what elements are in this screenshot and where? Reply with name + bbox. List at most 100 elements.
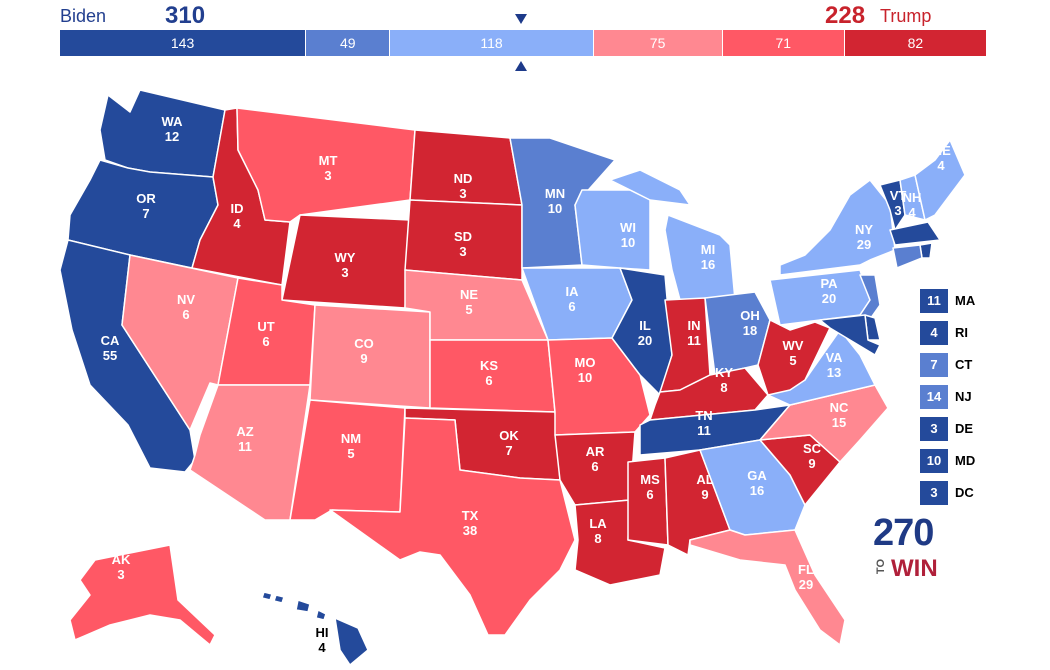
- state-votes-nd: 3: [459, 186, 466, 201]
- state-abbr-tn: TN: [695, 408, 712, 423]
- state-hi-part1[interactable]: [295, 599, 311, 613]
- trump-name: Trump: [880, 6, 932, 26]
- state-az[interactable]: [189, 384, 311, 521]
- legend-row-nj[interactable]: 14 NJ: [920, 385, 1030, 411]
- state-abbr-al: AL: [696, 472, 713, 487]
- state-abbr-mo: MO: [575, 355, 596, 370]
- state-tx[interactable]: [329, 417, 576, 636]
- state-mi-part1[interactable]: [609, 169, 691, 206]
- state-votes-or: 7: [142, 206, 149, 221]
- state-abbr-ky: KY: [715, 365, 733, 380]
- state-ak[interactable]: [69, 544, 216, 646]
- 270towin-logo: 270 TO WIN: [873, 512, 953, 582]
- state-votes-ak: 3: [117, 567, 124, 582]
- state-abbr-me: ME: [931, 143, 951, 158]
- state-abbr-tx: TX: [462, 508, 479, 523]
- state-votes-ga: 16: [750, 483, 764, 498]
- state-votes-al: 9: [701, 487, 708, 502]
- state-wi[interactable]: [574, 189, 651, 271]
- state-abbr-fl: FL: [798, 562, 814, 577]
- state-votes-wa: 12: [165, 129, 179, 144]
- state-votes-ms: 6: [646, 487, 653, 502]
- legend-votes-ri: 4: [920, 321, 948, 345]
- state-votes-tx: 38: [463, 523, 477, 538]
- state-votes-az: 11: [238, 439, 252, 454]
- bar-segment-5: 82: [844, 30, 986, 56]
- state-votes-ca: 55: [103, 348, 117, 363]
- legend-votes-dc: 3: [920, 481, 948, 505]
- state-co[interactable]: [309, 304, 431, 409]
- state-votes-hi: 4: [318, 640, 326, 655]
- legend-abbr-ri: RI: [955, 325, 968, 340]
- state-abbr-nd: ND: [454, 171, 473, 186]
- legend-row-dc[interactable]: 3 DC: [920, 481, 1030, 507]
- state-votes-id: 4: [233, 216, 241, 231]
- state-votes-ne: 5: [465, 302, 472, 317]
- state-md[interactable]: [819, 314, 881, 356]
- state-abbr-id: ID: [231, 201, 244, 216]
- state-votes-wi: 10: [621, 235, 635, 250]
- legend-row-ma[interactable]: 11 MA: [920, 289, 1030, 315]
- state-abbr-wa: WA: [162, 114, 184, 129]
- 270-marker-up-icon: [515, 61, 527, 71]
- state-votes-co: 9: [360, 351, 367, 366]
- bar-segment-1: 49: [306, 30, 391, 56]
- state-ny[interactable]: [779, 179, 896, 276]
- state-votes-vt: 3: [894, 203, 901, 218]
- bar-segment-4: 71: [722, 30, 845, 56]
- state-abbr-sc: SC: [803, 441, 822, 456]
- state-votes-ks: 6: [485, 373, 492, 388]
- legend-row-de[interactable]: 3 DE: [920, 417, 1030, 443]
- state-abbr-wy: WY: [335, 250, 356, 265]
- legend-abbr-nj: NJ: [955, 389, 972, 404]
- state-il[interactable]: [611, 267, 673, 396]
- state-abbr-wv: WV: [783, 338, 804, 353]
- state-votes-ky: 8: [720, 380, 727, 395]
- electoral-vote-bar: 143 49 118 75 71 82: [60, 30, 986, 56]
- state-votes-ny: 29: [857, 237, 871, 252]
- state-me[interactable]: [914, 139, 966, 221]
- state-votes-mo: 10: [578, 370, 592, 385]
- logo-to: TO: [875, 559, 887, 575]
- state-abbr-in: IN: [688, 318, 701, 333]
- state-fl[interactable]: [689, 529, 846, 646]
- state-abbr-ms: MS: [640, 472, 660, 487]
- state-abbr-or: OR: [136, 191, 156, 206]
- state-abbr-va: VA: [825, 350, 843, 365]
- state-abbr-pa: PA: [820, 276, 838, 291]
- state-abbr-oh: OH: [740, 308, 760, 323]
- legend-row-md[interactable]: 10 MD: [920, 449, 1030, 475]
- state-votes-nh: 4: [908, 205, 916, 220]
- state-abbr-ok: OK: [499, 428, 519, 443]
- state-abbr-mt: MT: [319, 153, 338, 168]
- state-ma[interactable]: [889, 221, 941, 246]
- state-votes-sc: 9: [808, 456, 815, 471]
- state-hi[interactable]: [334, 617, 369, 666]
- state-abbr-mi: MI: [701, 242, 715, 257]
- state-votes-nv: 6: [182, 307, 189, 322]
- legend-row-ri[interactable]: 4 RI: [920, 321, 1030, 347]
- state-votes-wy: 3: [341, 265, 348, 280]
- logo-win: WIN: [891, 555, 938, 582]
- legend-votes-ct: 7: [920, 353, 948, 377]
- state-abbr-az: AZ: [236, 424, 253, 439]
- state-abbr-ak: AK: [112, 552, 131, 567]
- state-abbr-nh: NH: [903, 190, 922, 205]
- state-votes-la: 8: [594, 531, 601, 546]
- state-abbr-ks: KS: [480, 358, 498, 373]
- state-hi-part2[interactable]: [315, 609, 327, 621]
- legend-votes-nj: 14: [920, 385, 948, 409]
- state-abbr-hi: HI: [316, 625, 329, 640]
- legend-abbr-de: DE: [955, 421, 974, 436]
- trump-electoral-total: 228: [825, 2, 866, 29]
- state-votes-il: 20: [638, 333, 652, 348]
- state-hi-part3[interactable]: [261, 591, 273, 601]
- state-vt[interactable]: [879, 179, 906, 231]
- legend-row-ct[interactable]: 7 CT: [920, 353, 1030, 379]
- state-votes-ut: 6: [262, 334, 269, 349]
- state-hi-part4[interactable]: [273, 594, 285, 604]
- state-wa[interactable]: [99, 89, 226, 178]
- state-ct[interactable]: [892, 244, 923, 269]
- state-votes-nc: 15: [832, 415, 846, 430]
